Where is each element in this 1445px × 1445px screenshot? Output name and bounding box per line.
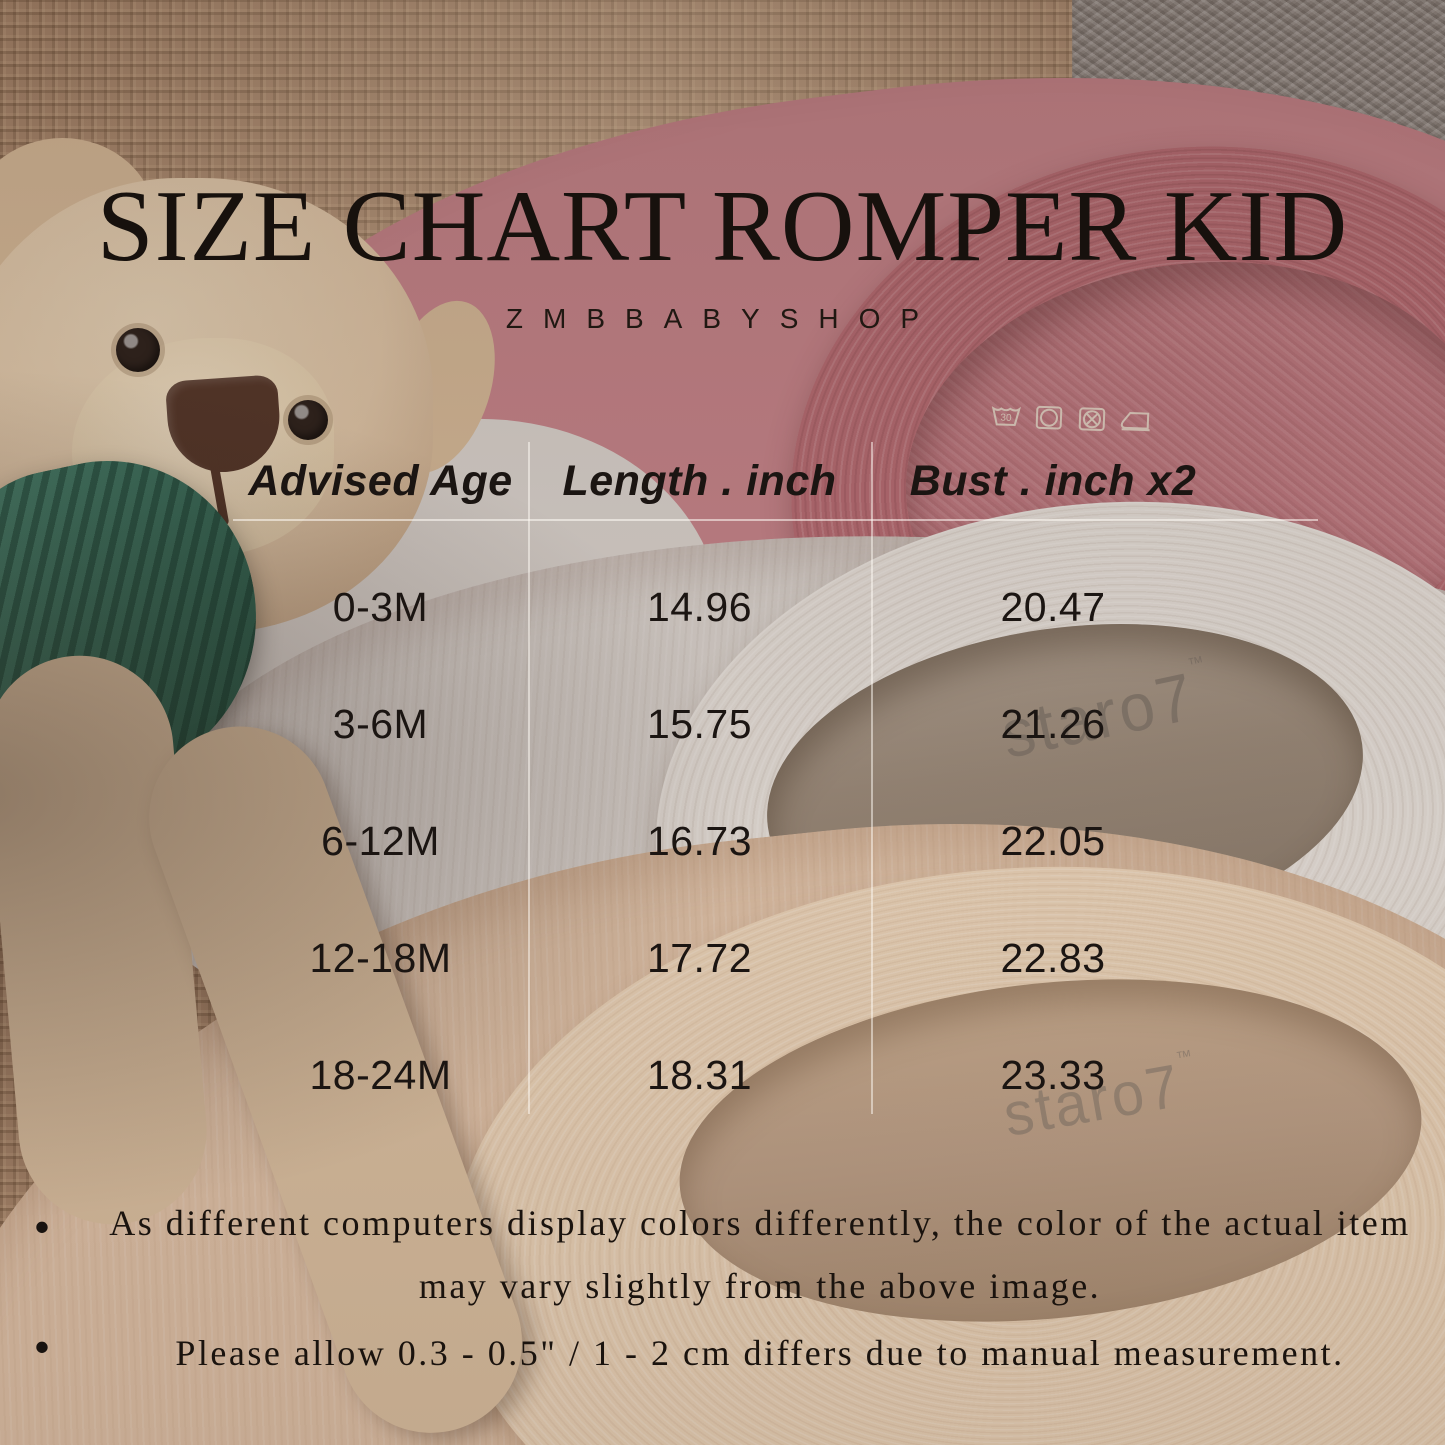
cell-length: 16.73 [646,818,753,864]
cell-age: 6-12M [321,818,440,864]
cell-bust: 20.47 [1000,584,1106,630]
teddy-bear-eye [288,400,328,440]
cell-length: 18.31 [646,1052,753,1098]
column-header-length-inch: Length . inch [562,456,837,505]
bullet-marker: • [34,1323,50,1370]
table-body: 0-3M 14.96 20.47 3-6M 15.75 21.26 6-12M … [233,521,1235,1134]
table-row: 3-6M 15.75 21.26 [233,666,1235,783]
table-row: 18-24M 18.31 23.33 [233,1017,1235,1134]
column-header-bust-inch: Bust . inch x2 [909,456,1197,505]
cell-bust: 21.26 [1000,701,1106,747]
cell-age: 12-18M [309,935,452,981]
care-wash-30-icon: 30 [991,406,1022,427]
header-underline [233,519,1318,521]
column-divider [528,442,530,1114]
cell-length: 15.75 [646,701,753,747]
table-header-row: Advised Age Length . inch Bust . inch x2 [233,446,1235,516]
note-measurement-disclaimer: Please allow 0.3 - 0.5" / 1 - 2 cm diffe… [175,1333,1345,1373]
column-divider [871,442,873,1114]
cell-bust: 23.33 [1000,1052,1106,1098]
note-color-disclaimer: As different computers display colors di… [109,1203,1411,1306]
care-tumble-dry-icon [1035,405,1063,430]
cell-bust: 22.05 [1000,818,1106,864]
cell-length: 14.96 [646,584,753,630]
cell-age: 18-24M [309,1052,452,1098]
svg-text:30: 30 [1000,413,1012,424]
table-row: 12-18M 17.72 22.83 [233,900,1235,1017]
size-table: Advised Age Length . inch Bust . inch x2… [233,442,1318,1114]
care-iron-icon [1120,412,1150,432]
page-title: SIZE CHART ROMPER KID [96,170,1349,283]
table-row: 0-3M 14.96 20.47 [233,549,1235,666]
cell-age: 0-3M [332,584,429,630]
cell-age: 3-6M [332,701,429,747]
cell-length: 17.72 [646,935,753,981]
bullet-marker: • [34,1203,50,1250]
care-label-icons: 30 [989,399,1153,437]
shop-name: ZMBBABYSHOP [505,303,940,334]
column-header-advised-age: Advised Age [248,456,513,505]
disclaimer-notes: As different computers display colors di… [75,1192,1445,1385]
teddy-bear-eye [116,328,160,372]
table-row: 6-12M 16.73 22.05 [233,783,1235,900]
care-do-not-tumble-dry-icon [1078,407,1106,432]
cell-bust: 22.83 [1000,935,1106,981]
